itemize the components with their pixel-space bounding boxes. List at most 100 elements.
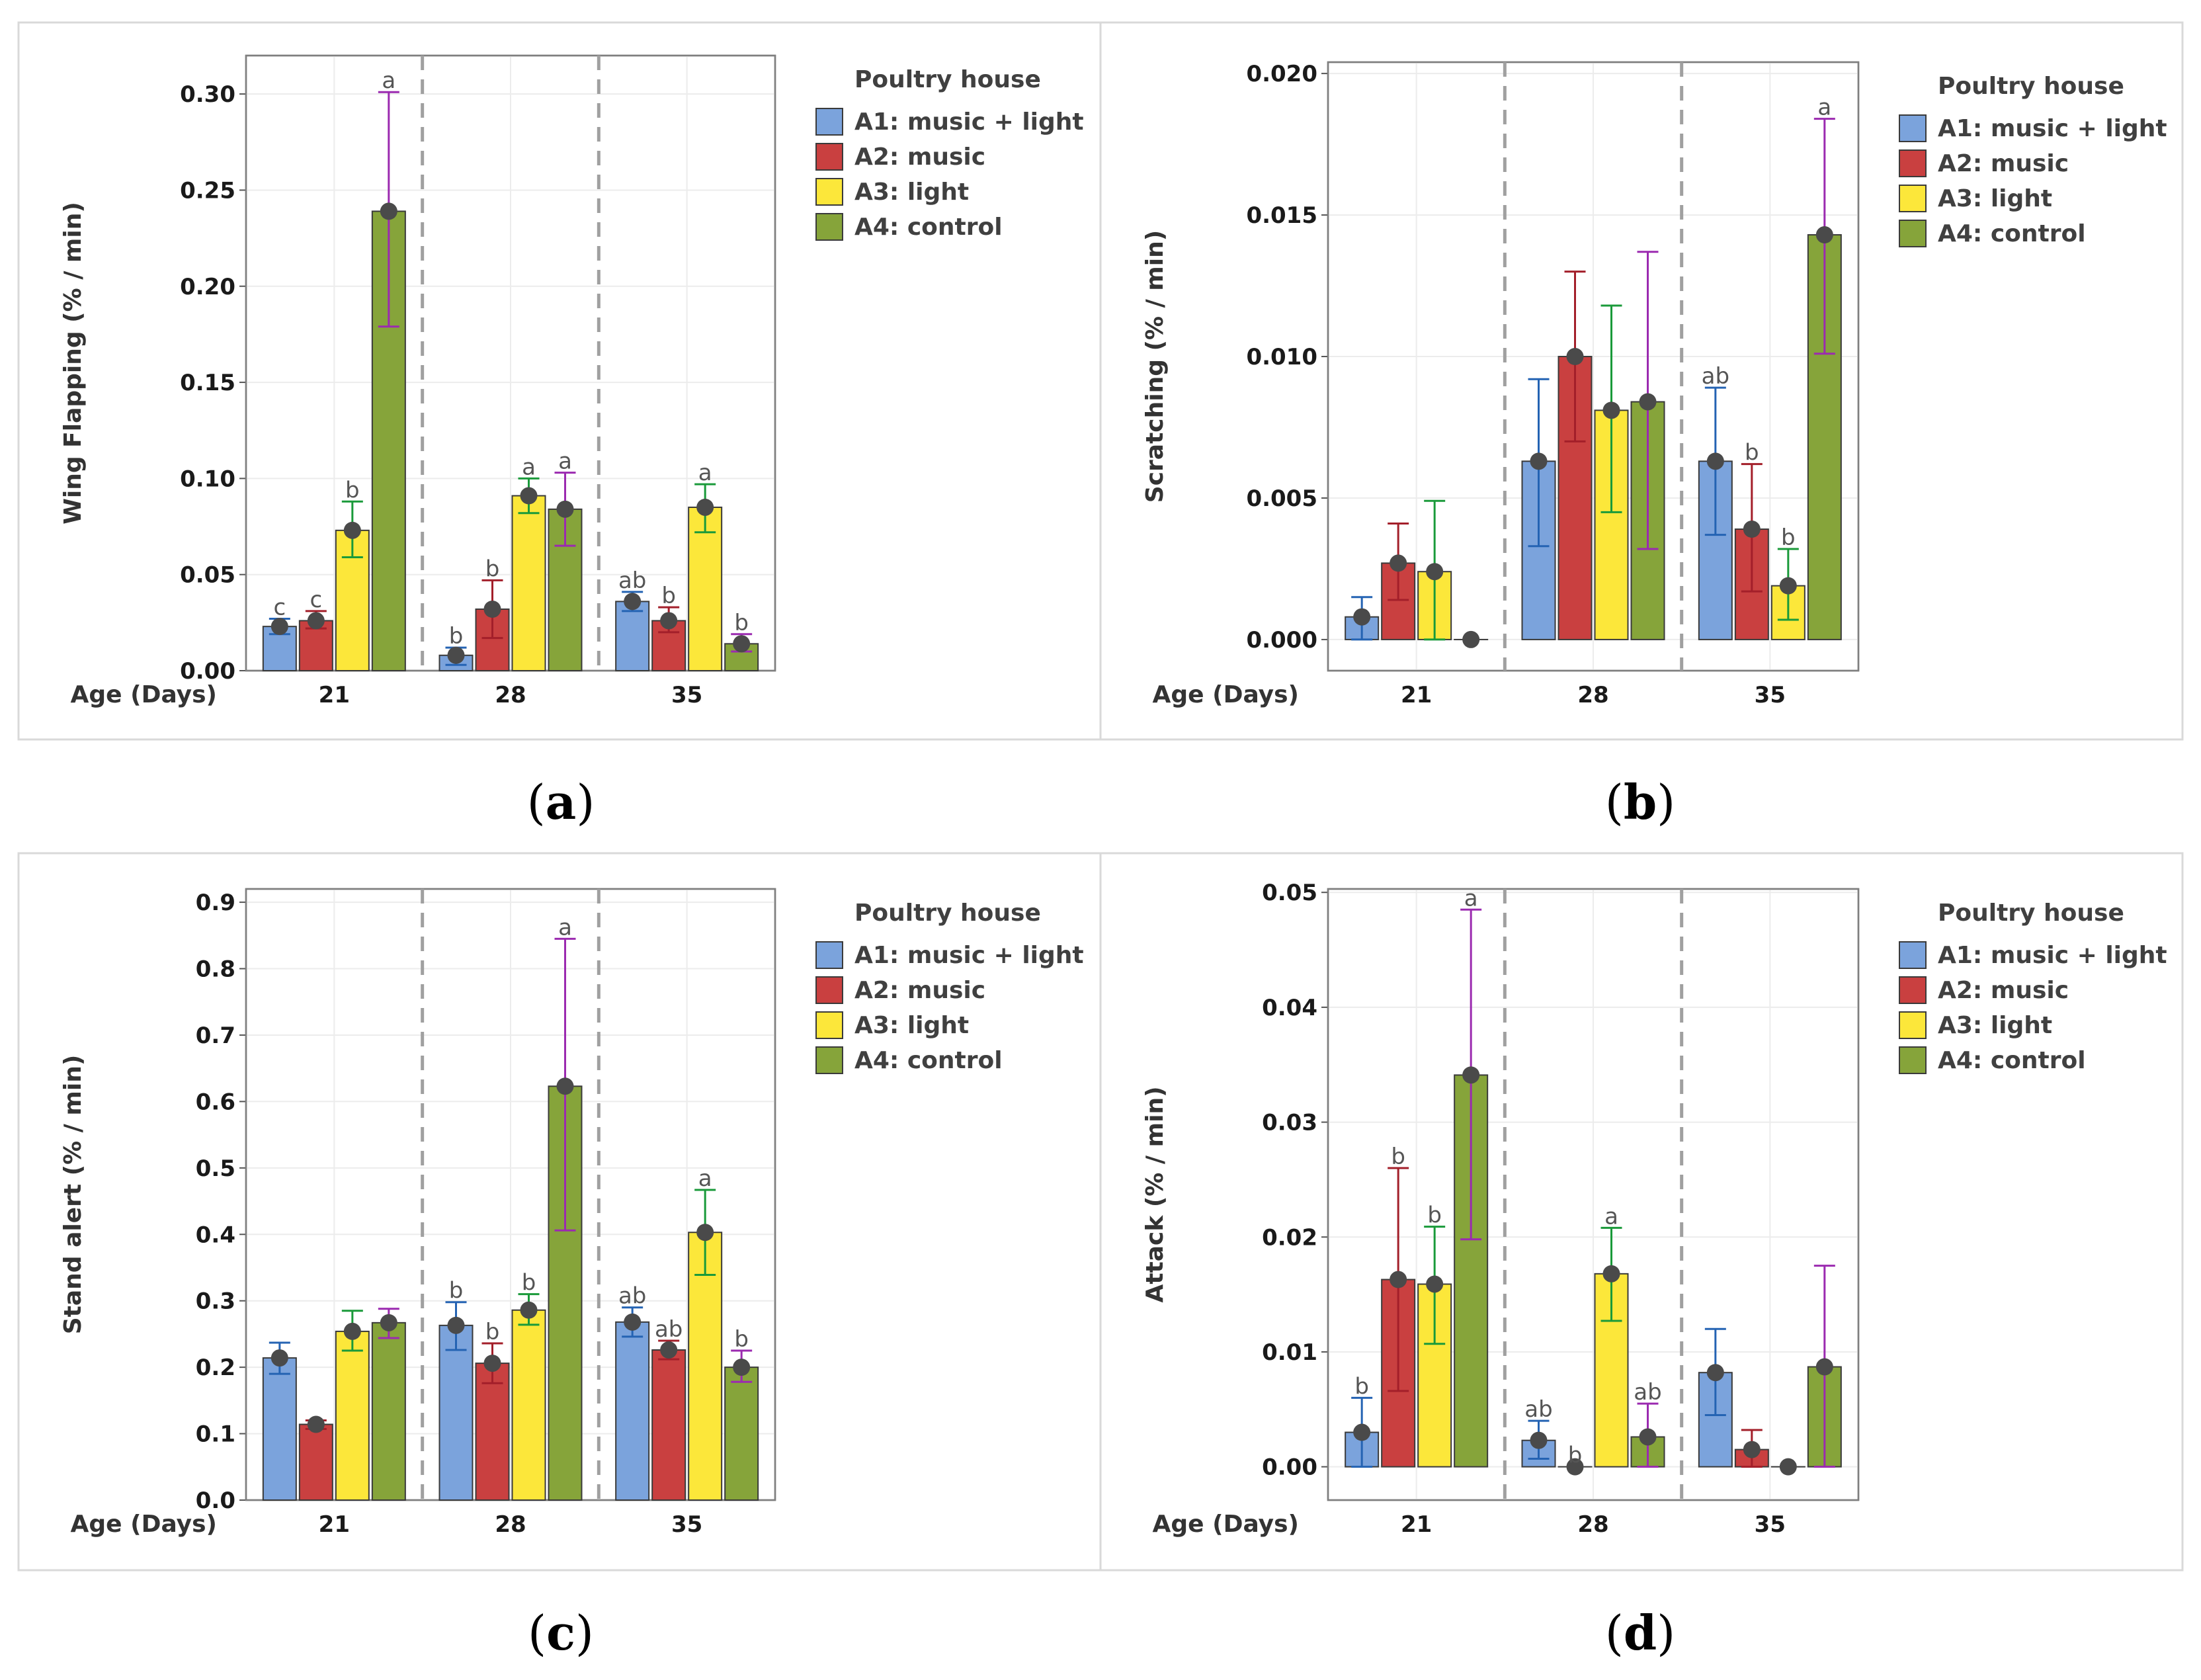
significance-label: ab bbox=[618, 567, 646, 594]
x-tick-label: 21 bbox=[319, 1511, 350, 1538]
x-axis-title: Age (Days) bbox=[71, 681, 217, 708]
significance-label: b bbox=[1427, 1202, 1442, 1229]
legend-title: Poultry house bbox=[1938, 900, 2124, 927]
mean-point bbox=[270, 618, 288, 636]
significance-label: b bbox=[734, 1326, 749, 1353]
y-tick-label: 0.2 bbox=[196, 1355, 235, 1381]
significance-label: ab bbox=[618, 1283, 646, 1310]
bar bbox=[724, 1366, 759, 1501]
significance-label: a bbox=[522, 454, 536, 480]
y-tick-label: 0.03 bbox=[1262, 1110, 1317, 1136]
bar bbox=[475, 1363, 510, 1501]
mean-point bbox=[1639, 393, 1657, 411]
legend-swatch bbox=[1899, 1046, 1927, 1074]
mean-point bbox=[1602, 1265, 1620, 1282]
mean-point bbox=[1426, 1275, 1444, 1293]
legend-swatch bbox=[815, 976, 843, 1004]
significance-label: b bbox=[345, 477, 360, 503]
y-axis-title: Wing Flapping (% / min) bbox=[60, 202, 87, 525]
y-tick-label: 0.000 bbox=[1246, 627, 1317, 653]
y-tick-label: 0.010 bbox=[1246, 344, 1317, 370]
y-tick-label: 0.9 bbox=[196, 890, 235, 916]
significance-label: b bbox=[661, 583, 676, 609]
legend-entry: A2: music bbox=[854, 977, 985, 1004]
mean-point bbox=[624, 593, 642, 610]
mean-point bbox=[1706, 1364, 1724, 1382]
mean-point bbox=[343, 521, 361, 539]
mean-point bbox=[696, 1224, 714, 1241]
significance-label: ab bbox=[1634, 1379, 1661, 1406]
plot-border bbox=[245, 54, 776, 672]
bar bbox=[262, 1357, 297, 1501]
mean-point bbox=[624, 1313, 642, 1331]
significance-label: b bbox=[449, 623, 464, 650]
significance-label: a bbox=[558, 914, 572, 941]
mean-point bbox=[1566, 1458, 1584, 1476]
x-axis-title: Age (Days) bbox=[1153, 681, 1299, 708]
y-axis-title: Attack (% / min) bbox=[1142, 1086, 1169, 1302]
y-tick-label: 0.020 bbox=[1246, 61, 1317, 87]
x-tick-label: 21 bbox=[319, 682, 350, 708]
y-tick-label: 0.04 bbox=[1262, 995, 1317, 1021]
mean-point bbox=[1353, 1423, 1371, 1441]
legend-entry: A1: music + light bbox=[854, 108, 1084, 136]
x-axis-title: Age (Days) bbox=[1153, 1511, 1299, 1538]
significance-label: c bbox=[273, 595, 286, 621]
legend-swatch bbox=[1899, 220, 1927, 247]
legend-swatch bbox=[1899, 976, 1927, 1004]
legend-entry: A3: light bbox=[854, 179, 969, 206]
mean-point bbox=[380, 1314, 397, 1331]
legend-entry: A4: control bbox=[854, 214, 1003, 241]
y-tick-label: 0.8 bbox=[196, 956, 235, 983]
chart-scratching: 0.000 0.005 0.010 0.015 0.020 21 28 ab b b a 35 Age … bbox=[1142, 61, 2167, 708]
mean-point bbox=[1462, 630, 1480, 648]
mean-point bbox=[1779, 1458, 1797, 1476]
bar bbox=[511, 495, 546, 671]
mean-point bbox=[1815, 1358, 1833, 1376]
mean-point bbox=[1530, 452, 1548, 470]
x-tick-label: 28 bbox=[495, 682, 526, 708]
bar bbox=[688, 1232, 723, 1501]
legend-entry: A3: light bbox=[854, 1012, 969, 1039]
x-tick-label: 35 bbox=[1755, 682, 1786, 708]
y-tick-label: 0.00 bbox=[1262, 1454, 1317, 1481]
bar bbox=[1594, 1273, 1629, 1468]
legend-swatch bbox=[1899, 149, 1927, 177]
mean-point bbox=[307, 1415, 325, 1433]
x-axis-title: Age (Days) bbox=[71, 1511, 217, 1538]
legend-entry: A2: music bbox=[854, 144, 985, 171]
significance-label: a bbox=[698, 1165, 712, 1192]
y-tick-label: 0.7 bbox=[196, 1023, 235, 1049]
caption-a: (a) bbox=[527, 774, 595, 830]
x-tick-label: 21 bbox=[1401, 1511, 1432, 1538]
y-tick-label: 0.25 bbox=[180, 177, 235, 204]
mean-point bbox=[733, 635, 751, 653]
y-tick-label: 0.20 bbox=[180, 274, 235, 300]
y-tick-label: 0.10 bbox=[180, 466, 235, 492]
legend-entry: A4: control bbox=[854, 1047, 1003, 1074]
mean-point bbox=[343, 1322, 361, 1340]
y-tick-label: 0.15 bbox=[180, 370, 235, 396]
mean-point bbox=[1743, 521, 1761, 538]
significance-label: a bbox=[1817, 95, 1831, 121]
mean-point bbox=[1390, 1271, 1407, 1288]
bar bbox=[651, 1349, 686, 1501]
significance-label: ab bbox=[655, 1316, 683, 1343]
mean-point bbox=[380, 202, 397, 220]
mean-point bbox=[447, 646, 465, 664]
legend-swatch bbox=[815, 143, 843, 171]
bar bbox=[511, 1309, 546, 1501]
significance-label: b bbox=[1781, 525, 1796, 551]
y-tick-label: 0.015 bbox=[1246, 202, 1317, 229]
mean-point bbox=[1353, 608, 1371, 626]
x-tick-label: 28 bbox=[1577, 682, 1608, 708]
bar bbox=[615, 601, 650, 671]
bar bbox=[688, 506, 723, 671]
mean-point bbox=[1706, 452, 1724, 470]
mean-point bbox=[660, 612, 678, 630]
mean-point bbox=[660, 1341, 678, 1359]
significance-label: b bbox=[1391, 1144, 1405, 1170]
